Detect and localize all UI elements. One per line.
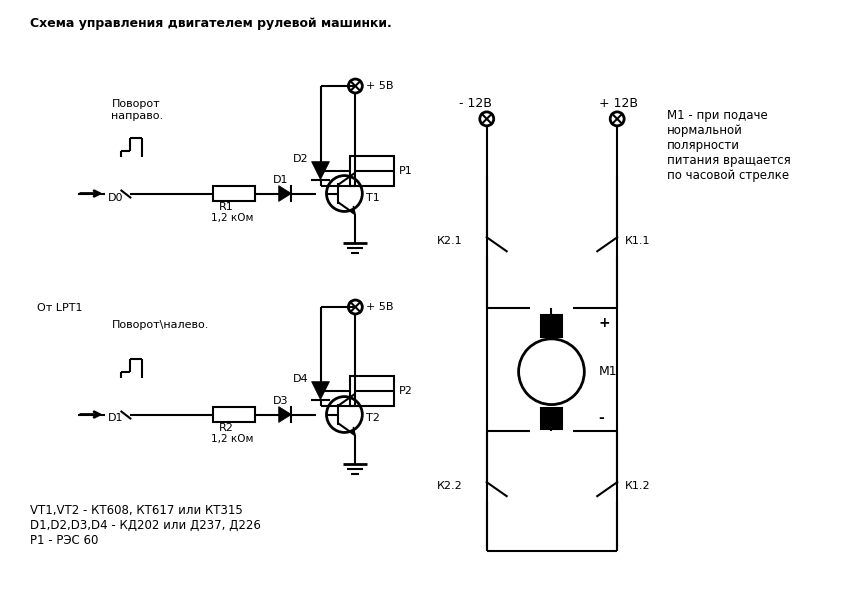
Text: М1 - при подаче
нормальной
полярности
питания вращается
по часовой стрелке: М1 - при подаче нормальной полярности пи… xyxy=(667,109,791,182)
Text: D1: D1 xyxy=(272,174,288,185)
Text: R1: R1 xyxy=(219,203,234,213)
Text: 1,2 кОм: 1,2 кОм xyxy=(211,434,253,444)
Text: Схема управления двигателем рулевой машинки.: Схема управления двигателем рулевой маши… xyxy=(29,17,392,30)
Text: Р1: Р1 xyxy=(399,166,413,176)
Text: М1: М1 xyxy=(599,365,618,378)
Polygon shape xyxy=(279,185,292,201)
Bar xyxy=(213,407,255,423)
Text: R2: R2 xyxy=(219,423,234,434)
Text: + 5В: + 5В xyxy=(366,81,394,91)
Text: К2.2: К2.2 xyxy=(437,481,463,491)
Text: - 12В: - 12В xyxy=(458,97,492,110)
Text: D3: D3 xyxy=(272,395,288,405)
Text: Поворот
направо.: Поворот направо. xyxy=(112,99,163,121)
Text: T2: T2 xyxy=(366,413,381,423)
Polygon shape xyxy=(311,161,330,180)
Polygon shape xyxy=(311,382,330,400)
Text: +: + xyxy=(599,316,610,330)
Bar xyxy=(541,408,562,429)
Text: К1.1: К1.1 xyxy=(625,237,650,246)
Text: К2.1: К2.1 xyxy=(437,237,463,246)
Text: T1: T1 xyxy=(366,193,380,203)
Text: От LPT1: От LPT1 xyxy=(37,303,82,313)
Text: D1: D1 xyxy=(107,413,123,423)
Text: Р2: Р2 xyxy=(399,386,413,395)
Text: Поворот\налево.: Поворот\налево. xyxy=(112,320,208,330)
Text: 1,2 кОм: 1,2 кОм xyxy=(211,213,253,224)
Bar xyxy=(350,376,394,405)
Polygon shape xyxy=(279,407,292,423)
Text: D0: D0 xyxy=(107,193,123,203)
Text: К1.2: К1.2 xyxy=(625,481,650,491)
Text: D4: D4 xyxy=(292,374,308,384)
Text: D2: D2 xyxy=(292,153,308,164)
Bar xyxy=(213,185,255,201)
Bar xyxy=(541,315,562,337)
Text: + 5В: + 5В xyxy=(366,302,394,312)
Bar xyxy=(350,156,394,185)
Text: -: - xyxy=(599,410,604,424)
Text: + 12В: + 12В xyxy=(599,97,638,110)
Text: VT1,VT2 - КТ608, КТ617 или КТ315
D1,D2,D3,D4 - КД202 или Д237, Д226
Р1 - РЭС 60: VT1,VT2 - КТ608, КТ617 или КТ315 D1,D2,D… xyxy=(29,504,260,547)
